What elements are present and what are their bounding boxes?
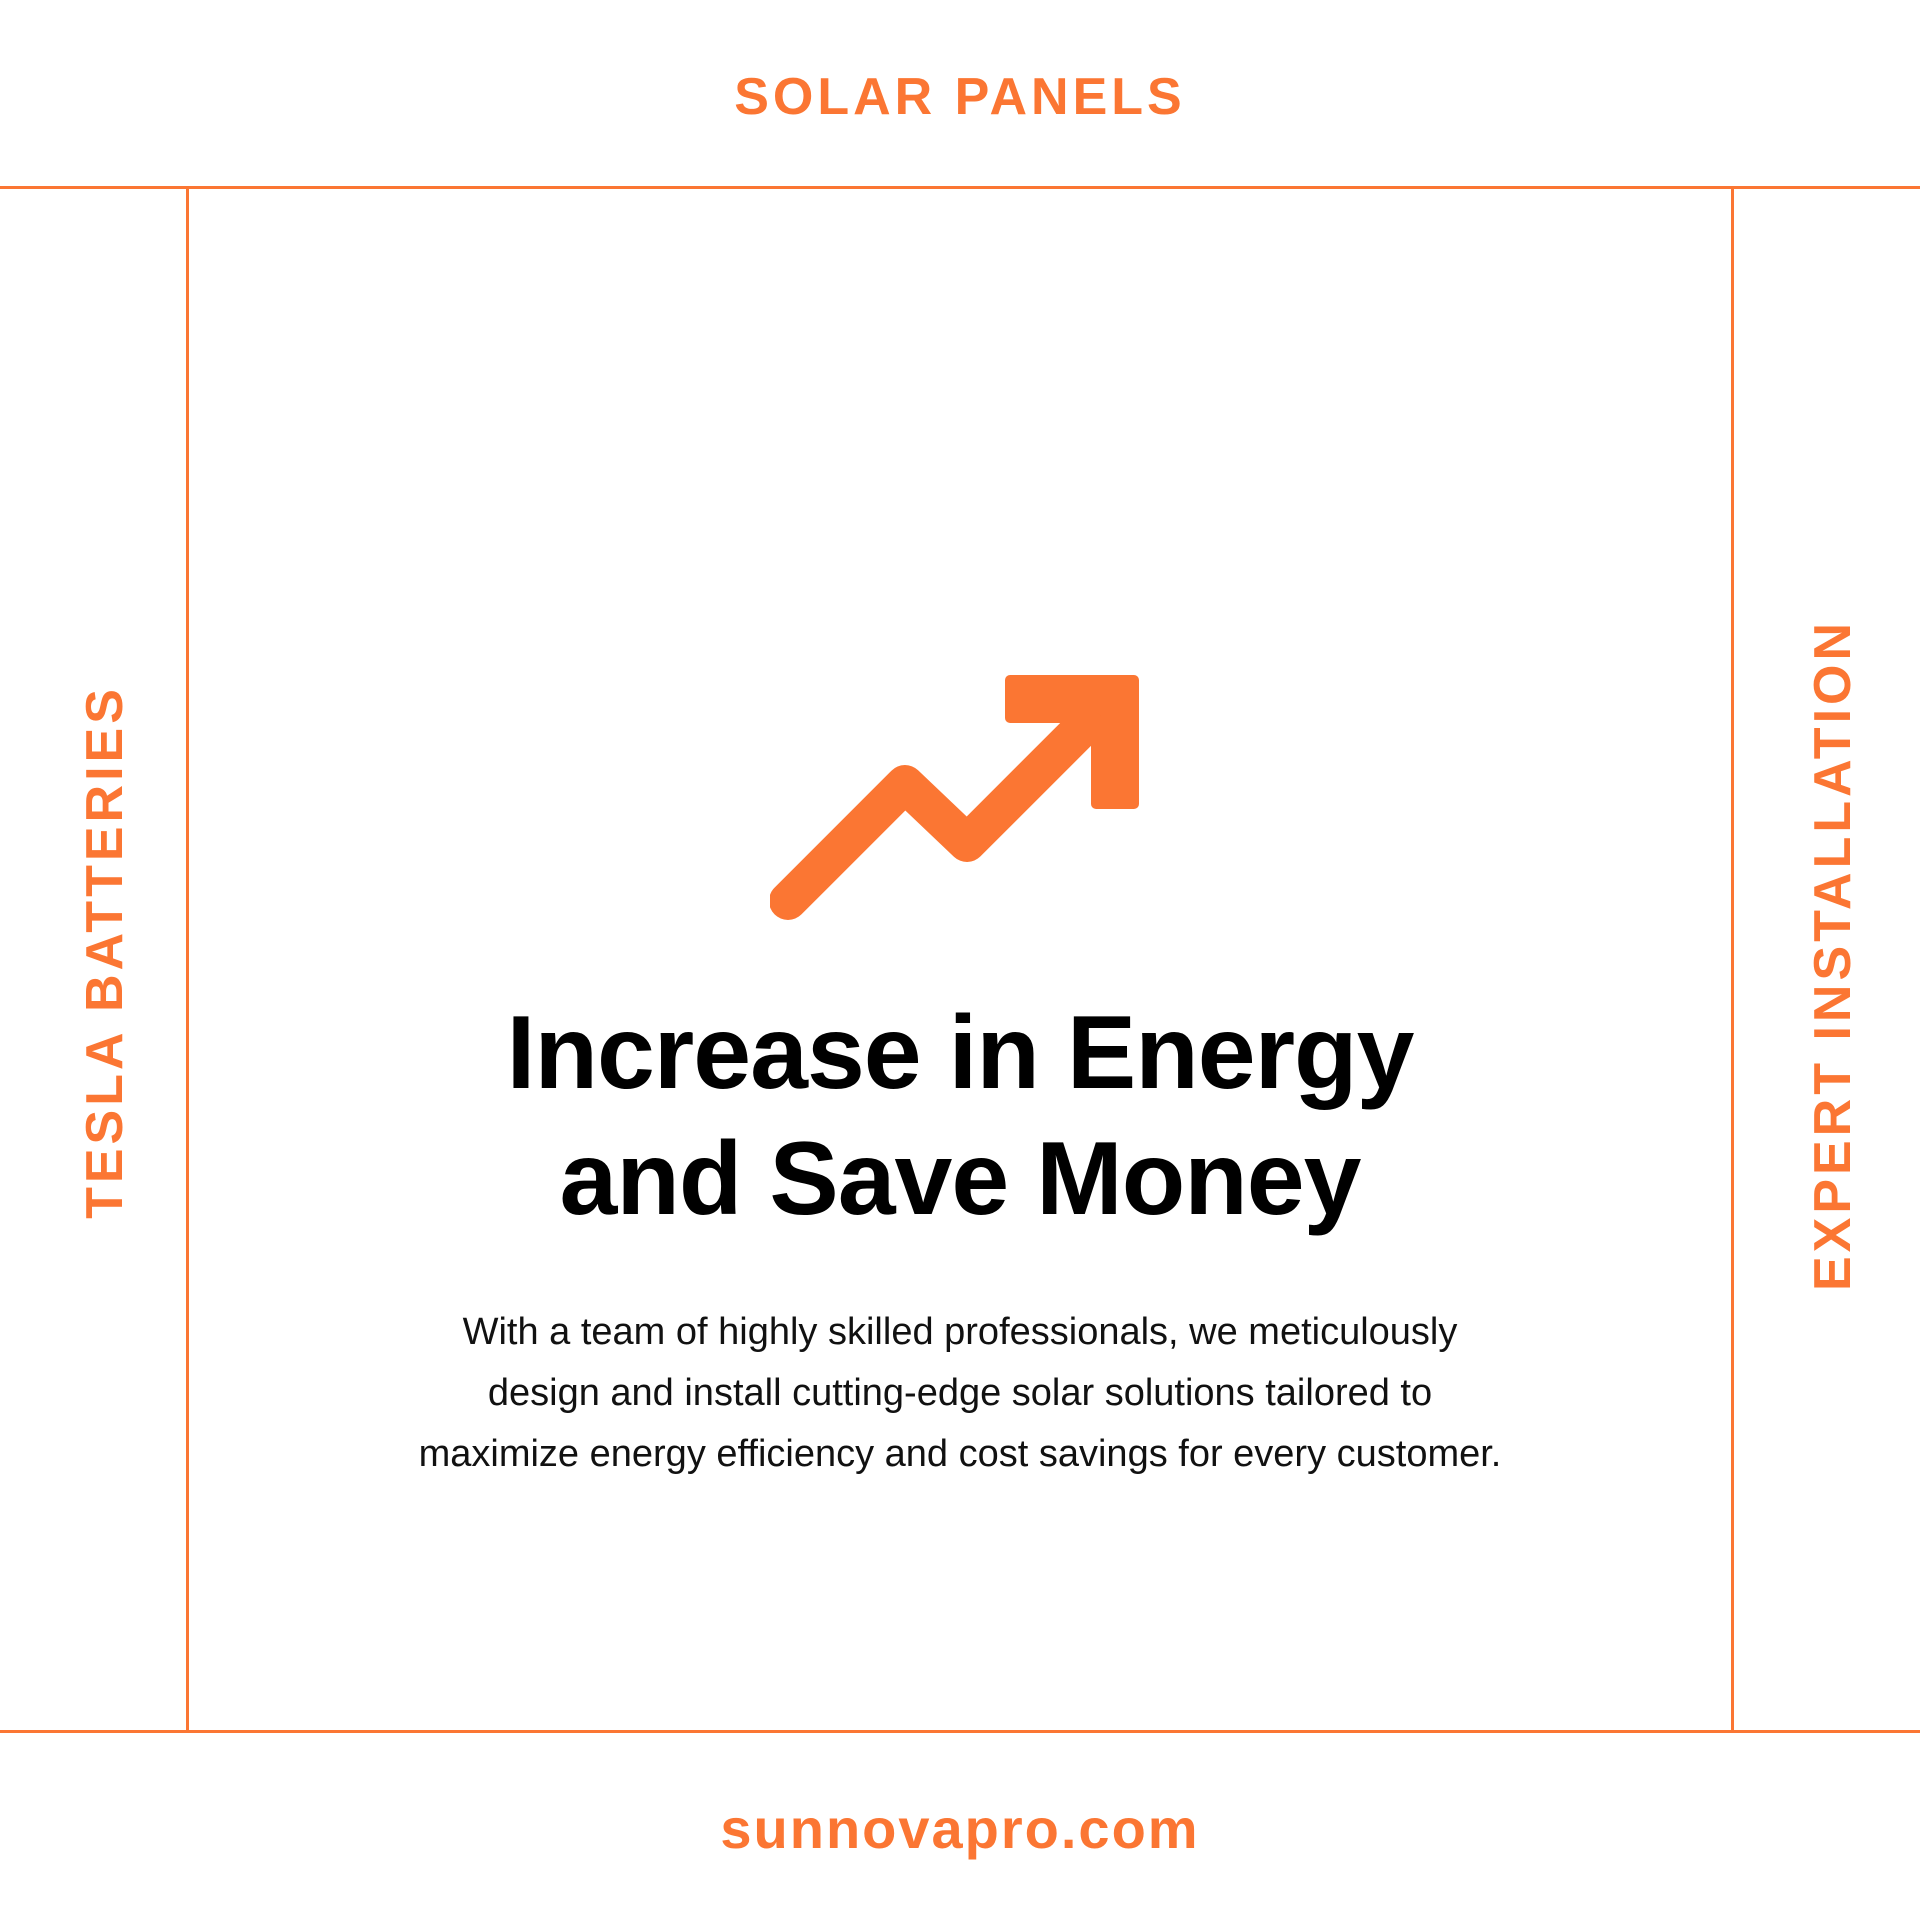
body-line-3: maximize energy efficiency and cost savi… (418, 1433, 1502, 1475)
top-divider (0, 186, 1920, 189)
body-line-2: design and install cutting-edge solar so… (487, 1372, 1433, 1414)
right-label-expert-installation: EXPERT INSTALLATION (1804, 618, 1862, 1292)
body-copy: With a team of highly skilled profession… (310, 1302, 1610, 1485)
left-divider (186, 186, 189, 1733)
left-label-tesla-batteries: TESLA BATTERIES (76, 685, 134, 1219)
body-line-1: With a team of highly skilled profession… (462, 1311, 1458, 1353)
website-link[interactable]: sunnovapro.com (720, 1797, 1200, 1860)
bottom-divider (0, 1730, 1920, 1733)
headline: Increase in Energy and Save Money (260, 990, 1660, 1242)
headline-line-1: Increase in Energy (506, 995, 1415, 1111)
trend-up-arrow-icon (770, 675, 1139, 920)
right-divider (1731, 186, 1734, 1733)
headline-line-2: and Save Money (559, 1121, 1362, 1237)
top-label-solar-panels: SOLAR PANELS (734, 68, 1186, 126)
